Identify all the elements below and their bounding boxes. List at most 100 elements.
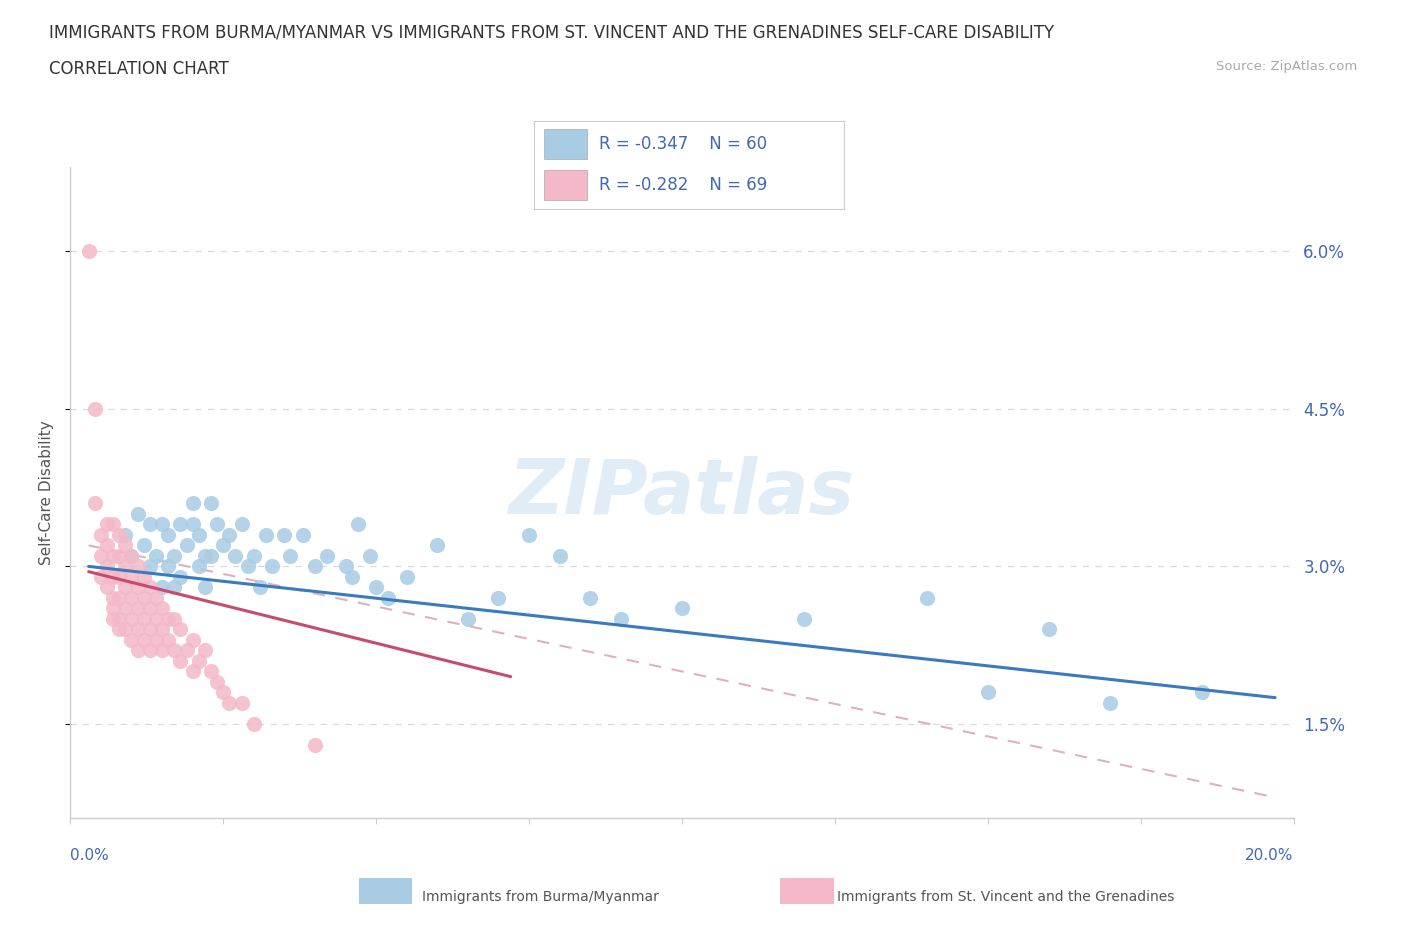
Point — [163, 580, 186, 595]
Point — [150, 643, 173, 658]
Point — [205, 517, 228, 532]
Point — [108, 527, 131, 542]
Point — [249, 580, 271, 595]
Point — [254, 527, 277, 542]
Point — [200, 549, 222, 564]
Point — [145, 632, 167, 647]
Text: Source: ZipAtlas.com: Source: ZipAtlas.com — [1216, 60, 1357, 73]
Point — [127, 507, 149, 522]
Text: Immigrants from Burma/Myanmar: Immigrants from Burma/Myanmar — [422, 889, 658, 904]
Point — [187, 527, 209, 542]
Point — [395, 569, 418, 584]
Point — [340, 569, 363, 584]
Point — [157, 559, 180, 574]
Point — [205, 674, 228, 689]
Point — [101, 517, 124, 532]
Point — [1099, 696, 1122, 711]
Point — [132, 591, 155, 605]
Point — [108, 591, 131, 605]
Point — [145, 611, 167, 626]
Point — [101, 611, 124, 626]
Point — [457, 611, 479, 626]
Point — [121, 549, 143, 564]
Point — [127, 622, 149, 637]
Point — [218, 696, 240, 711]
Point — [121, 611, 143, 626]
Point — [280, 549, 302, 564]
Point — [671, 601, 693, 616]
Point — [139, 622, 162, 637]
Point — [200, 496, 222, 511]
Point — [169, 517, 191, 532]
Point — [150, 580, 173, 595]
Point — [114, 527, 136, 542]
Point — [114, 538, 136, 552]
Point — [236, 559, 259, 574]
Point — [1191, 685, 1213, 700]
Point — [139, 601, 162, 616]
Text: CORRELATION CHART: CORRELATION CHART — [49, 60, 229, 78]
Point — [316, 549, 339, 564]
Point — [121, 569, 143, 584]
Point — [181, 517, 204, 532]
Point — [793, 611, 815, 626]
Text: R = -0.347    N = 60: R = -0.347 N = 60 — [599, 135, 768, 153]
Point — [108, 549, 131, 564]
Point — [108, 622, 131, 637]
Point — [121, 591, 143, 605]
Point — [108, 569, 131, 584]
Point — [96, 580, 118, 595]
Text: 0.0%: 0.0% — [70, 848, 110, 863]
Point — [127, 580, 149, 595]
Point — [194, 549, 217, 564]
Point — [121, 632, 143, 647]
FancyBboxPatch shape — [544, 129, 586, 159]
Point — [101, 549, 124, 564]
Point — [150, 517, 173, 532]
Point — [262, 559, 284, 574]
Point — [273, 527, 295, 542]
Point — [121, 549, 143, 564]
Point — [181, 664, 204, 679]
Point — [96, 559, 118, 574]
Point — [548, 549, 571, 564]
Point — [101, 569, 124, 584]
Point — [101, 591, 124, 605]
Text: IMMIGRANTS FROM BURMA/MYANMAR VS IMMIGRANTS FROM ST. VINCENT AND THE GRENADINES : IMMIGRANTS FROM BURMA/MYANMAR VS IMMIGRA… — [49, 23, 1054, 41]
Point — [243, 549, 266, 564]
Point — [114, 601, 136, 616]
Point — [145, 591, 167, 605]
Point — [517, 527, 540, 542]
Point — [101, 601, 124, 616]
Point — [96, 538, 118, 552]
Point — [157, 632, 180, 647]
Point — [83, 496, 105, 511]
Point — [169, 654, 191, 669]
Point — [132, 632, 155, 647]
Point — [90, 527, 112, 542]
Point — [1038, 622, 1060, 637]
Point — [366, 580, 388, 595]
Point — [127, 601, 149, 616]
Point — [187, 559, 209, 574]
Point — [176, 538, 198, 552]
Point — [169, 622, 191, 637]
Point — [212, 538, 235, 552]
Y-axis label: Self-Care Disability: Self-Care Disability — [38, 420, 53, 565]
Point — [132, 538, 155, 552]
Point — [139, 559, 162, 574]
Point — [181, 632, 204, 647]
Point — [231, 696, 253, 711]
Point — [83, 402, 105, 417]
Point — [150, 601, 173, 616]
Point — [915, 591, 938, 605]
FancyBboxPatch shape — [544, 170, 586, 201]
Point — [127, 643, 149, 658]
Point — [346, 517, 368, 532]
Point — [163, 611, 186, 626]
Point — [291, 527, 314, 542]
Point — [114, 580, 136, 595]
Point — [187, 654, 209, 669]
Point — [163, 643, 186, 658]
Point — [231, 517, 253, 532]
